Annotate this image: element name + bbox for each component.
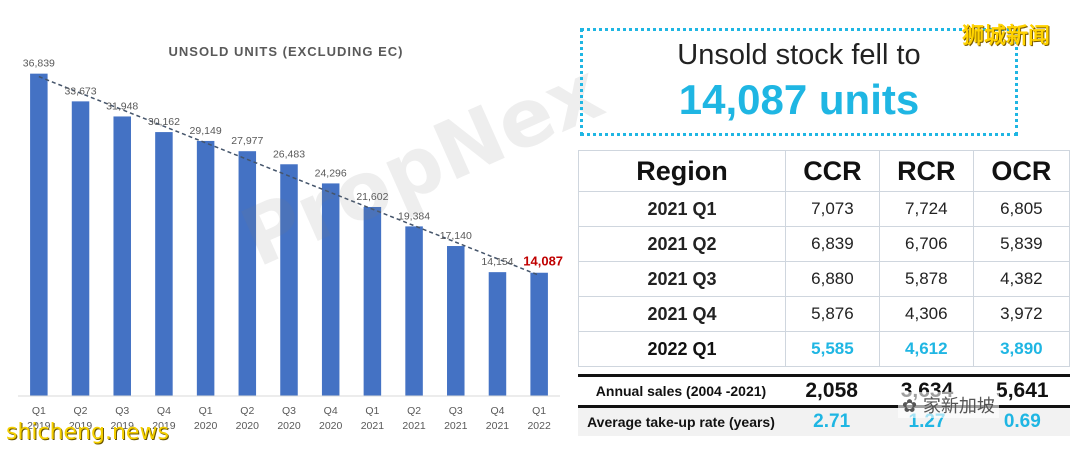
data-label-6: 26,483 [273,148,305,160]
shicheng-news-watermark: shicheng.news [6,420,169,445]
wechat-icon: ✿ [902,396,918,417]
x-tick-label-2-0: Q3 [115,405,129,417]
trendline [38,75,540,277]
x-tick-label-4-0: Q1 [199,405,213,417]
x-tick-label-11-0: Q4 [490,405,504,417]
x-tick-label-9-1: 2021 [402,420,426,432]
table-row-highlight: 2022 Q1 5,585 4,612 3,890 [578,331,1071,367]
x-tick-label-5-0: Q2 [240,405,254,417]
x-tick-label-8-1: 2021 [361,420,385,432]
x-tick-label-7-0: Q4 [324,405,338,417]
row-label: 2021 Q4 [578,296,786,332]
data-label-7: 24,296 [315,167,347,179]
unsold-units-chart: UNSOLD UNITS (EXCLUDING EC) 36,839 33,673… [18,44,563,432]
wechat-account-name: 家新加坡 [922,396,995,417]
x-tick-label-0-0: Q1 [32,405,46,417]
cell-ocr: 4,382 [972,261,1071,297]
cell-ccr: 5,876 [785,296,880,332]
x-tick-label-12-0: Q1 [532,405,546,417]
data-label-2: 31,948 [106,100,138,112]
bar-7 [321,183,340,396]
cell-rcr: 6,706 [878,226,974,262]
data-label-3: 30,162 [148,116,180,128]
data-label-12: 14,087 [523,254,563,269]
x-tick-label-1-1: 2019 [69,420,93,432]
bar-2 [113,116,131,396]
x-tick-label-10-1: 2021 [444,420,468,432]
data-label-10: 17,140 [440,230,472,242]
bar-5 [238,151,257,396]
bar-1 [71,101,90,396]
chart-title: UNSOLD UNITS (EXCLUDING EC) [169,44,404,59]
bar-0 [30,73,48,396]
row-label: 2021 Q1 [578,191,786,227]
x-tick-label-7-1: 2020 [319,420,343,432]
bar-11 [488,272,507,396]
data-label-9: 19,384 [398,210,430,222]
take-up-label: Average take-up rate (years) [578,406,784,436]
bar-6 [280,164,298,396]
cell-ocr: 3,890 [972,331,1071,367]
header-ccr: CCR [785,150,880,192]
annual-sales-label: Annual sales (2004 -2021) [578,374,784,408]
bar-9 [405,226,423,396]
take-up-ccr: 2.71 [784,406,880,436]
bar-10 [447,246,465,396]
bar-4 [196,140,215,396]
cell-ocr: 3,972 [972,296,1071,332]
region-header-row: Region CCR RCR OCR [578,150,1071,192]
x-tick-label-8-0: Q1 [365,405,379,417]
x-tick-label-6-0: Q3 [282,405,296,417]
x-tick-label-5-1: 2020 [236,420,260,432]
row-label: 2022 Q1 [578,331,786,367]
wechat-watermark: ✿ 家新加坡 [898,392,999,418]
bar-12 [530,272,548,396]
row-label: 2021 Q3 [578,261,786,297]
data-label-11: 14,154 [481,256,513,268]
table-row: 2021 Q2 6,839 6,706 5,839 [578,226,1071,262]
cell-rcr: 4,306 [878,296,974,332]
cell-ccr: 7,073 [785,191,880,227]
headline-callout: Unsold stock fell to 14,087 units [580,28,1018,136]
header-region: Region [578,150,786,192]
x-tick-label-2-1: 2019 [111,420,135,432]
cell-rcr: 5,878 [878,261,974,297]
x-tick-label-3-0: Q4 [157,405,171,417]
region-table: Region CCR RCR OCR 2021 Q1 7,073 7,724 6… [578,150,1071,367]
table-row: 2021 Q1 7,073 7,724 6,805 [578,191,1071,227]
headline-line2: 14,087 units [678,76,920,123]
annual-sales-ccr: 2,058 [784,374,880,408]
table-row: 2021 Q4 5,876 4,306 3,972 [578,296,1071,332]
x-tick-label-4-1: 2020 [194,420,218,432]
x-tick-label-12-1: 2022 [527,420,551,432]
header-ocr: OCR [972,150,1071,192]
data-label-0: 36,839 [23,58,55,70]
data-label-4: 29,149 [190,125,222,137]
x-tick-label-1-0: Q2 [74,405,88,417]
x-tick-label-9-0: Q2 [407,405,421,417]
data-label-5: 27,977 [231,135,263,147]
header-rcr: RCR [878,150,974,192]
cell-ccr: 6,880 [785,261,880,297]
x-tick-label-10-0: Q3 [449,405,463,417]
x-tick-label-6-1: 2020 [277,420,301,432]
x-tick-label-3-1: 2019 [152,420,176,432]
cell-rcr: 4,612 [878,331,974,367]
x-tick-label-11-1: 2021 [486,420,510,432]
shicheng-logo-top: 狮城新闻 [962,24,1051,49]
data-label-1: 33,673 [64,85,96,97]
x-tick-label-0-1: 2019 [27,420,51,432]
bar-3 [155,132,173,396]
cell-ocr: 5,839 [972,226,1071,262]
row-label: 2021 Q2 [578,226,786,262]
bar-8 [363,206,382,396]
table-row: 2021 Q3 6,880 5,878 4,382 [578,261,1071,297]
headline-line1: Unsold stock fell to [677,39,921,71]
cell-ocr: 6,805 [972,191,1071,227]
cell-rcr: 7,724 [878,191,974,227]
cell-ccr: 6,839 [785,226,880,262]
data-label-8: 21,602 [356,191,388,203]
cell-ccr: 5,585 [785,331,880,367]
